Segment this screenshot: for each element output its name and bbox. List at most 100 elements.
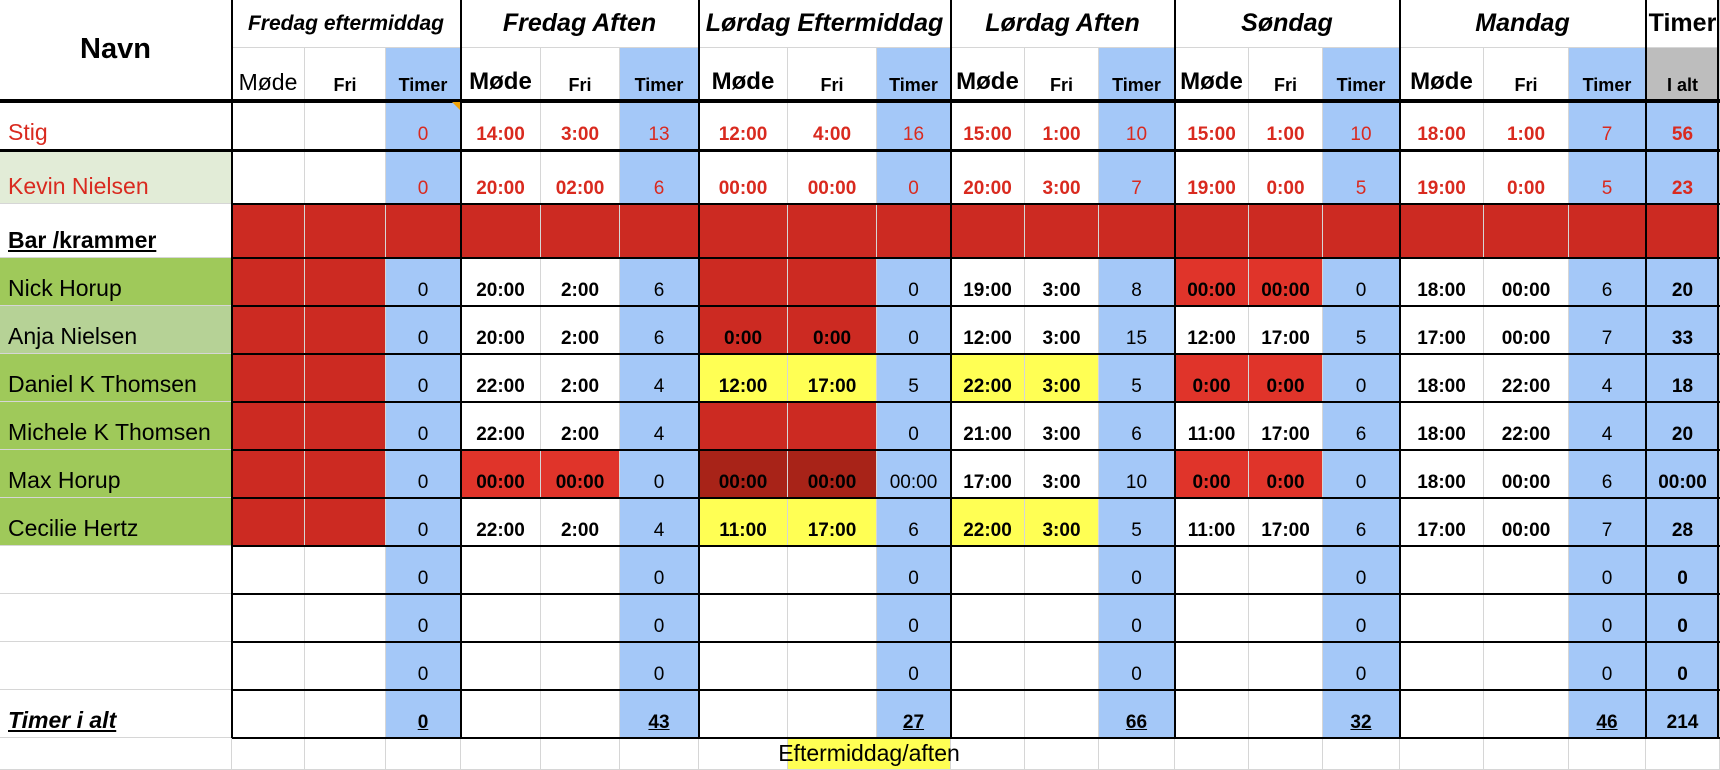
cell-total[interactable]: 28 bbox=[1646, 498, 1720, 546]
cell-timer[interactable]: 0 bbox=[877, 402, 951, 450]
cell-timer[interactable]: 6 bbox=[1323, 402, 1400, 450]
cell-mode[interactable] bbox=[232, 642, 305, 690]
cell-mode[interactable] bbox=[1400, 546, 1484, 594]
header-fri[interactable]: Fri bbox=[1484, 48, 1569, 100]
empty-cell[interactable] bbox=[699, 738, 788, 770]
cell-total[interactable]: 56 bbox=[1646, 100, 1720, 150]
legend-label[interactable]: Eftermiddag/aften bbox=[778, 738, 960, 770]
cell-mode[interactable]: 20:00 bbox=[951, 150, 1025, 204]
cell-mode[interactable] bbox=[461, 594, 541, 642]
cell-fri[interactable]: 00:00 bbox=[1484, 498, 1569, 546]
cell-timer[interactable] bbox=[1323, 204, 1400, 258]
cell-timer[interactable] bbox=[1569, 204, 1646, 258]
empty-cell[interactable] bbox=[1569, 738, 1646, 770]
header-day-0[interactable]: Fredag eftermiddag bbox=[232, 0, 461, 48]
cell-timer[interactable]: 6 bbox=[877, 498, 951, 546]
cell-fri[interactable] bbox=[1025, 546, 1099, 594]
cell-fri[interactable] bbox=[305, 450, 386, 498]
cell-timer[interactable]: 5 bbox=[1323, 306, 1400, 354]
cell-mode[interactable] bbox=[1400, 642, 1484, 690]
cell-timer[interactable]: 0 bbox=[386, 690, 461, 738]
cell-fri[interactable] bbox=[305, 642, 386, 690]
cell-timer[interactable]: 10 bbox=[1099, 100, 1175, 150]
cell-fri[interactable] bbox=[305, 204, 386, 258]
cell-fri[interactable] bbox=[1484, 204, 1569, 258]
cell-mode[interactable] bbox=[699, 690, 788, 738]
cell-timer[interactable]: 0 bbox=[386, 150, 461, 204]
row-name[interactable]: Timer i alt bbox=[0, 690, 232, 738]
cell-fri[interactable] bbox=[1249, 594, 1323, 642]
cell-fri[interactable] bbox=[1484, 594, 1569, 642]
header-fri[interactable]: Fri bbox=[305, 48, 386, 100]
empty-cell[interactable] bbox=[232, 738, 305, 770]
cell-timer[interactable]: 7 bbox=[1099, 150, 1175, 204]
cell-fri[interactable]: 0:00 bbox=[1249, 450, 1323, 498]
cell-fri[interactable]: 17:00 bbox=[1249, 498, 1323, 546]
cell-timer[interactable]: 0 bbox=[1323, 258, 1400, 306]
cell-mode[interactable] bbox=[461, 690, 541, 738]
cell-fri[interactable]: 0:00 bbox=[788, 306, 877, 354]
cell-timer[interactable]: 6 bbox=[620, 150, 699, 204]
cell-total[interactable]: 0 bbox=[1646, 642, 1720, 690]
cell-fri[interactable] bbox=[1025, 642, 1099, 690]
cell-timer[interactable]: 0 bbox=[620, 546, 699, 594]
cell-fri[interactable] bbox=[305, 306, 386, 354]
cell-mode[interactable]: 11:00 bbox=[1175, 402, 1249, 450]
cell-fri[interactable]: 02:00 bbox=[541, 150, 620, 204]
header-fri[interactable]: Fri bbox=[1025, 48, 1099, 100]
cell-timer[interactable]: 0 bbox=[877, 306, 951, 354]
row-name[interactable]: Max Horup bbox=[0, 450, 232, 498]
row-name[interactable] bbox=[0, 642, 232, 690]
cell-timer[interactable]: 0 bbox=[386, 306, 461, 354]
cell-timer[interactable]: 0 bbox=[386, 546, 461, 594]
cell-fri[interactable]: 1:00 bbox=[1484, 100, 1569, 150]
cell-timer[interactable]: 13 bbox=[620, 100, 699, 150]
cell-mode[interactable] bbox=[1400, 690, 1484, 738]
cell-timer[interactable]: 0 bbox=[1569, 594, 1646, 642]
empty-cell[interactable] bbox=[461, 738, 541, 770]
cell-timer[interactable] bbox=[1099, 204, 1175, 258]
header-mode[interactable]: Møde bbox=[951, 48, 1025, 100]
cell-timer[interactable]: 0 bbox=[877, 594, 951, 642]
cell-timer[interactable]: 0 bbox=[386, 258, 461, 306]
header-fri[interactable]: Fri bbox=[541, 48, 620, 100]
cell-mode[interactable]: 12:00 bbox=[699, 100, 788, 150]
cell-mode[interactable]: 17:00 bbox=[1400, 498, 1484, 546]
cell-mode[interactable] bbox=[699, 642, 788, 690]
cell-timer[interactable]: 4 bbox=[1569, 354, 1646, 402]
cell-timer[interactable]: 6 bbox=[620, 258, 699, 306]
cell-mode[interactable]: 17:00 bbox=[1400, 306, 1484, 354]
cell-fri[interactable]: 3:00 bbox=[1025, 306, 1099, 354]
cell-fri[interactable] bbox=[305, 594, 386, 642]
cell-mode[interactable]: 20:00 bbox=[461, 258, 541, 306]
cell-mode[interactable]: 20:00 bbox=[461, 306, 541, 354]
cell-fri[interactable] bbox=[305, 498, 386, 546]
cell-mode[interactable] bbox=[951, 690, 1025, 738]
cell-fri[interactable]: 17:00 bbox=[788, 498, 877, 546]
cell-fri[interactable] bbox=[1249, 690, 1323, 738]
cell-fri[interactable] bbox=[1484, 546, 1569, 594]
row-name[interactable] bbox=[0, 594, 232, 642]
cell-timer[interactable]: 5 bbox=[1099, 354, 1175, 402]
cell-fri[interactable] bbox=[788, 546, 877, 594]
cell-total[interactable]: 18 bbox=[1646, 354, 1720, 402]
cell-total[interactable]: 214 bbox=[1646, 690, 1720, 738]
cell-timer[interactable]: 0 bbox=[1323, 354, 1400, 402]
cell-fri[interactable] bbox=[305, 150, 386, 204]
cell-mode[interactable]: 11:00 bbox=[699, 498, 788, 546]
cell-timer[interactable]: 0 bbox=[386, 402, 461, 450]
cell-mode[interactable] bbox=[232, 306, 305, 354]
cell-mode[interactable]: 0:00 bbox=[699, 306, 788, 354]
cell-fri[interactable]: 17:00 bbox=[788, 354, 877, 402]
cell-fri[interactable] bbox=[1025, 690, 1099, 738]
cell-fri[interactable] bbox=[305, 690, 386, 738]
cell-timer[interactable]: 10 bbox=[1099, 450, 1175, 498]
cell-timer[interactable]: 43 bbox=[620, 690, 699, 738]
header-timer[interactable]: Timer bbox=[620, 48, 699, 100]
cell-timer[interactable]: 0 bbox=[877, 546, 951, 594]
cell-fri[interactable]: 1:00 bbox=[1249, 100, 1323, 150]
cell-timer[interactable]: 0 bbox=[386, 498, 461, 546]
cell-mode[interactable] bbox=[232, 354, 305, 402]
empty-cell[interactable] bbox=[1646, 738, 1720, 770]
cell-timer[interactable]: 0 bbox=[620, 594, 699, 642]
